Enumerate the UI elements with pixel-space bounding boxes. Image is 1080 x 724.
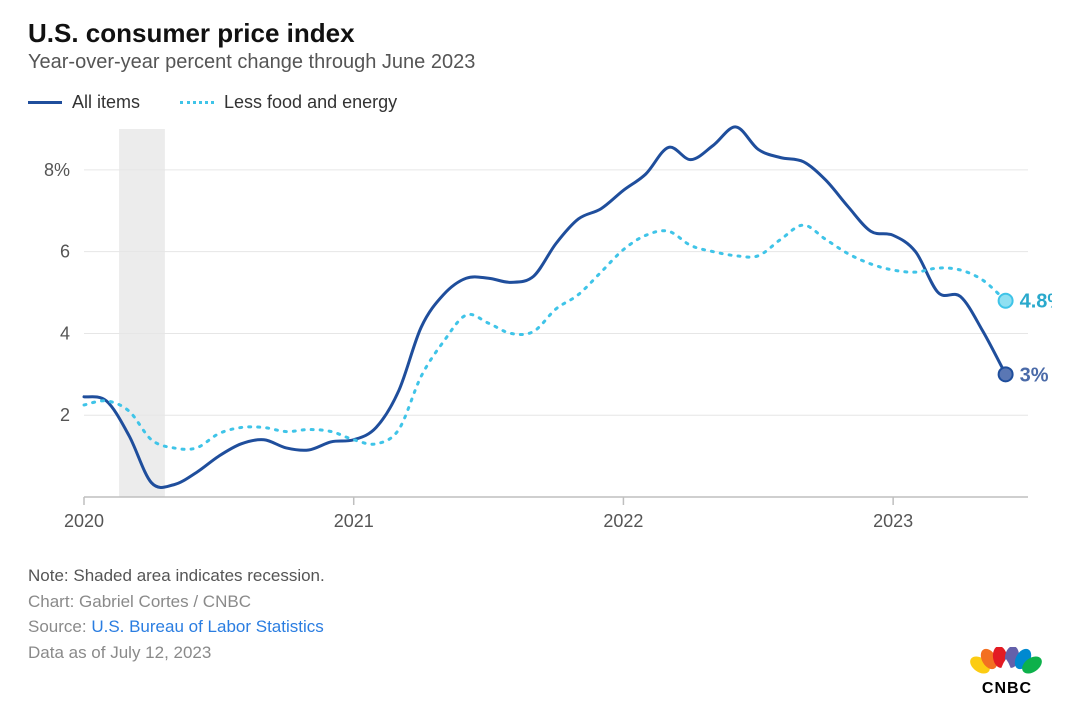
svg-text:2022: 2022 bbox=[603, 511, 643, 531]
chart-footer: Note: Shaded area indicates recession. C… bbox=[28, 563, 1052, 665]
legend-item-core: Less food and energy bbox=[180, 92, 397, 113]
svg-text:2021: 2021 bbox=[334, 511, 374, 531]
footer-source: Source: U.S. Bureau of Labor Statistics bbox=[28, 614, 1052, 640]
chart-title: U.S. consumer price index bbox=[28, 18, 1052, 49]
svg-text:CNBC: CNBC bbox=[982, 680, 1032, 697]
cnbc-logo-icon: CNBC bbox=[962, 647, 1052, 697]
svg-text:2023: 2023 bbox=[873, 511, 913, 531]
legend: All items Less food and energy bbox=[28, 92, 1052, 113]
svg-text:4.8%: 4.8% bbox=[1020, 291, 1052, 313]
footer-note: Note: Shaded area indicates recession. bbox=[28, 563, 1052, 589]
source-link[interactable]: U.S. Bureau of Labor Statistics bbox=[91, 617, 323, 636]
footer-asof: Data as of July 12, 2023 bbox=[28, 640, 1052, 666]
legend-swatch-solid bbox=[28, 101, 62, 104]
chart-area: 2 4 6 8% 2020 2021 2022 2023 3% 4.8% bbox=[28, 119, 1052, 549]
svg-text:2020: 2020 bbox=[64, 511, 104, 531]
legend-label: All items bbox=[72, 92, 140, 113]
line-chart-svg: 2 4 6 8% 2020 2021 2022 2023 3% 4.8% bbox=[28, 119, 1052, 549]
svg-text:8%: 8% bbox=[44, 160, 70, 180]
svg-text:4: 4 bbox=[60, 323, 70, 343]
legend-item-all-items: All items bbox=[28, 92, 140, 113]
svg-text:2: 2 bbox=[60, 405, 70, 425]
svg-text:6: 6 bbox=[60, 242, 70, 262]
chart-card: U.S. consumer price index Year-over-year… bbox=[0, 0, 1080, 724]
chart-subtitle: Year-over-year percent change through Ju… bbox=[28, 51, 1052, 74]
footer-chart-credit: Chart: Gabriel Cortes / CNBC bbox=[28, 589, 1052, 615]
svg-text:3%: 3% bbox=[1020, 364, 1049, 386]
cnbc-logo: CNBC bbox=[962, 647, 1052, 702]
legend-swatch-dotted bbox=[180, 101, 214, 104]
legend-label: Less food and energy bbox=[224, 92, 397, 113]
